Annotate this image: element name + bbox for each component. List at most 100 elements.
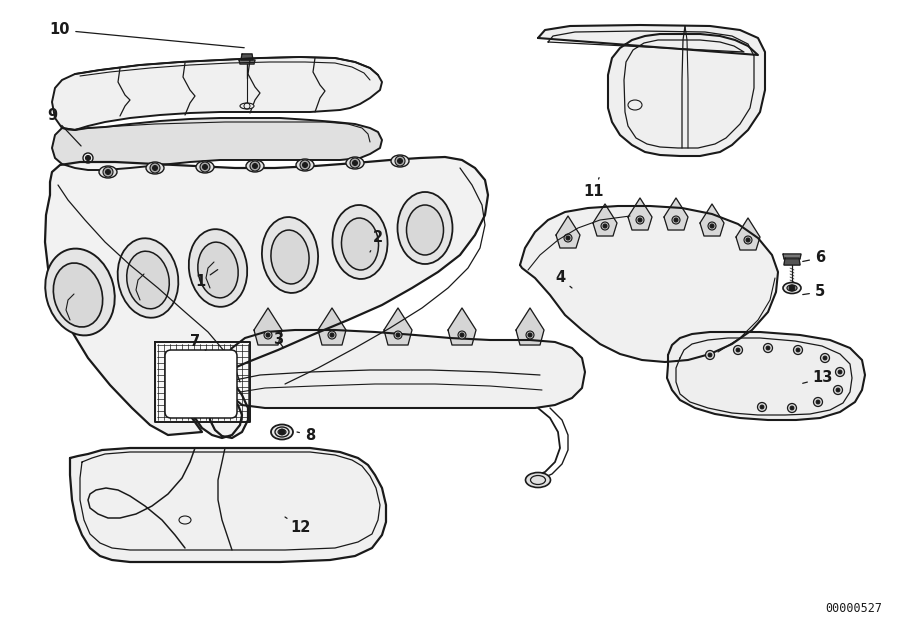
Circle shape <box>835 368 844 377</box>
Circle shape <box>790 406 794 410</box>
Circle shape <box>103 167 113 177</box>
Circle shape <box>674 218 678 222</box>
Circle shape <box>603 224 607 228</box>
Circle shape <box>823 356 827 360</box>
Polygon shape <box>783 254 801 259</box>
Circle shape <box>202 164 208 170</box>
Circle shape <box>328 331 336 339</box>
Text: 3: 3 <box>273 333 284 348</box>
Circle shape <box>638 218 642 222</box>
Polygon shape <box>241 54 253 60</box>
Circle shape <box>601 222 609 230</box>
Circle shape <box>672 216 680 224</box>
Circle shape <box>526 331 534 339</box>
Ellipse shape <box>262 217 318 293</box>
Ellipse shape <box>341 218 379 270</box>
Ellipse shape <box>398 192 453 264</box>
Circle shape <box>814 398 823 406</box>
Circle shape <box>833 385 842 394</box>
Circle shape <box>821 354 830 363</box>
Polygon shape <box>593 204 617 236</box>
Ellipse shape <box>189 229 248 307</box>
Text: 6: 6 <box>803 250 825 265</box>
Polygon shape <box>736 218 760 250</box>
Circle shape <box>836 388 840 392</box>
Polygon shape <box>538 25 765 156</box>
Polygon shape <box>516 308 544 345</box>
Circle shape <box>746 238 750 242</box>
Polygon shape <box>45 157 488 438</box>
Ellipse shape <box>196 161 214 173</box>
Ellipse shape <box>99 166 117 178</box>
Polygon shape <box>520 206 778 362</box>
Text: 9: 9 <box>47 107 81 146</box>
Circle shape <box>353 161 357 166</box>
Circle shape <box>330 333 334 337</box>
Polygon shape <box>384 308 412 345</box>
Circle shape <box>83 153 93 163</box>
Text: 13: 13 <box>803 370 833 385</box>
Ellipse shape <box>246 160 264 172</box>
Circle shape <box>200 162 210 172</box>
Text: 8: 8 <box>297 427 315 443</box>
Circle shape <box>566 236 570 240</box>
Text: 5: 5 <box>803 284 825 300</box>
Ellipse shape <box>45 248 115 335</box>
Circle shape <box>794 345 803 354</box>
Circle shape <box>395 156 405 166</box>
Circle shape <box>152 166 158 171</box>
Circle shape <box>266 333 270 337</box>
Circle shape <box>816 400 820 404</box>
Ellipse shape <box>127 251 169 309</box>
Ellipse shape <box>198 242 238 298</box>
Circle shape <box>636 216 644 224</box>
Ellipse shape <box>278 429 286 434</box>
Circle shape <box>458 331 466 339</box>
Circle shape <box>302 163 308 168</box>
Circle shape <box>264 331 272 339</box>
Text: 1: 1 <box>195 270 218 290</box>
Ellipse shape <box>783 283 801 293</box>
Circle shape <box>734 345 742 354</box>
Polygon shape <box>628 198 652 230</box>
Circle shape <box>763 344 772 352</box>
Ellipse shape <box>118 238 178 318</box>
Circle shape <box>789 285 795 291</box>
Circle shape <box>279 429 285 435</box>
Circle shape <box>300 160 310 170</box>
Ellipse shape <box>391 155 409 167</box>
Circle shape <box>460 333 464 337</box>
Circle shape <box>708 353 712 357</box>
Polygon shape <box>222 330 585 408</box>
Circle shape <box>710 224 714 228</box>
Circle shape <box>86 156 91 161</box>
Text: 11: 11 <box>584 178 604 199</box>
Circle shape <box>708 222 716 230</box>
Ellipse shape <box>332 205 388 279</box>
Ellipse shape <box>271 425 293 439</box>
Circle shape <box>528 333 532 337</box>
Circle shape <box>253 163 257 168</box>
Polygon shape <box>700 204 724 236</box>
Ellipse shape <box>787 285 797 291</box>
Text: 7: 7 <box>190 335 206 351</box>
Text: 2: 2 <box>370 231 383 252</box>
Circle shape <box>758 403 767 411</box>
Circle shape <box>766 346 770 350</box>
Polygon shape <box>784 258 800 265</box>
Ellipse shape <box>275 427 289 437</box>
Ellipse shape <box>296 159 314 171</box>
Circle shape <box>760 405 764 409</box>
Polygon shape <box>239 60 255 64</box>
Circle shape <box>350 158 360 168</box>
Circle shape <box>796 348 800 352</box>
Ellipse shape <box>240 103 254 109</box>
Text: 00000527: 00000527 <box>825 602 882 615</box>
Circle shape <box>838 370 842 374</box>
Circle shape <box>398 159 402 163</box>
Polygon shape <box>70 448 386 562</box>
Circle shape <box>105 170 111 175</box>
Ellipse shape <box>271 230 309 284</box>
Text: 10: 10 <box>50 22 244 48</box>
Ellipse shape <box>53 263 103 327</box>
